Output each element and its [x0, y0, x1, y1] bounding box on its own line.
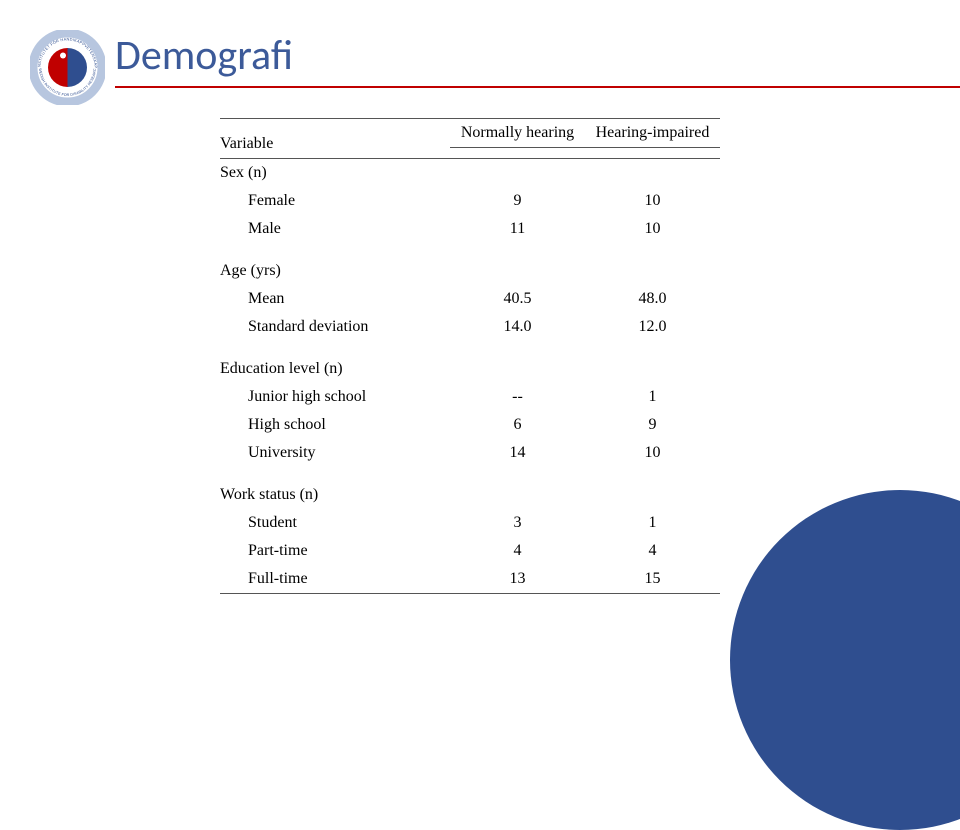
section-header: Age (yrs) — [220, 257, 450, 285]
col-header-b: Hearing-impaired — [585, 119, 720, 148]
col-header-variable: Variable — [220, 119, 450, 159]
table-row: Male1110 — [220, 215, 720, 243]
table-row: Junior high school--1 — [220, 383, 720, 411]
table-row: Female910 — [220, 187, 720, 215]
section-header: Work status (n) — [220, 481, 450, 509]
table-row: University1410 — [220, 439, 720, 467]
table-row: Standard deviation14.012.0 — [220, 313, 720, 341]
page-title: Demografi — [115, 30, 960, 86]
section-header: Education level (n) — [220, 355, 450, 383]
table-row: High school69 — [220, 411, 720, 439]
table-row: Part-time44 — [220, 537, 720, 565]
title-underline — [115, 86, 960, 88]
table-row: Mean40.548.0 — [220, 285, 720, 313]
demographics-table: Variable Normally hearing Hearing-impair… — [220, 118, 720, 594]
corner-accent-circle — [730, 490, 960, 830]
table-row: Full-time1315 — [220, 565, 720, 594]
section-header: Sex (n) — [220, 159, 450, 188]
table-row: Student31 — [220, 509, 720, 537]
page-header: INSTITUTET FÖR HANDIKAPPVETENSKAP SWEDIS… — [0, 0, 960, 88]
col-header-a: Normally hearing — [450, 119, 585, 148]
institute-logo: INSTITUTET FÖR HANDIKAPPVETENSKAP SWEDIS… — [30, 30, 105, 105]
